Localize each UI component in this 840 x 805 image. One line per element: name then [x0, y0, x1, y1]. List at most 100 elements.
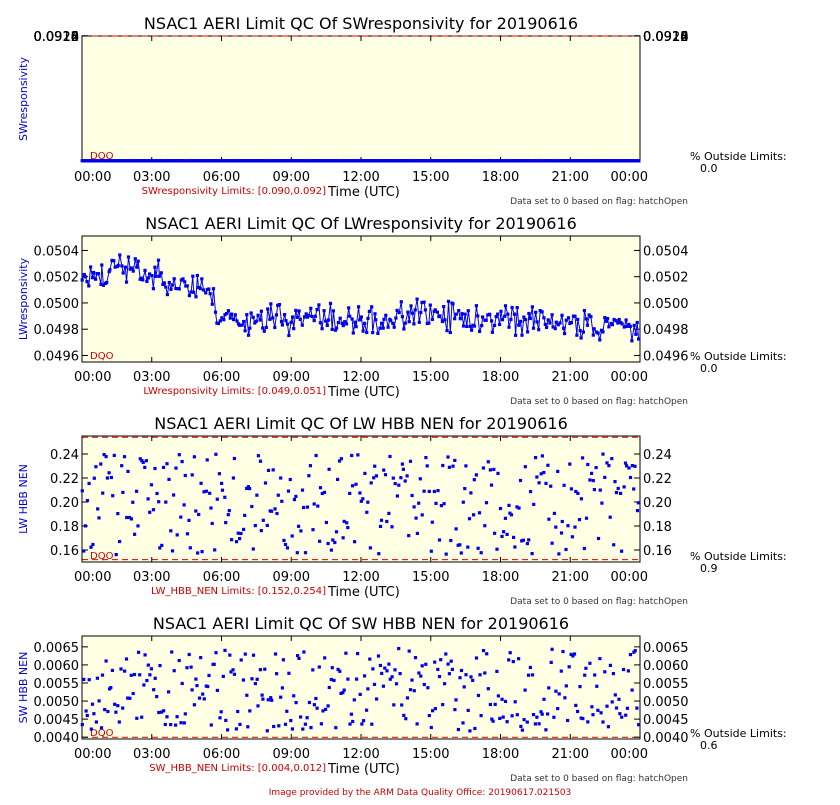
- data-point: [231, 668, 235, 672]
- x-tick-label: 12:00: [342, 747, 379, 762]
- data-point: [294, 494, 298, 498]
- data-point: [242, 319, 246, 324]
- data-point: [192, 290, 196, 294]
- x-tick-label: 15:00: [412, 170, 449, 185]
- data-point: [550, 313, 554, 317]
- data-point: [433, 660, 437, 664]
- data-point: [341, 324, 345, 328]
- data-point: [490, 717, 494, 721]
- data-point: [251, 315, 255, 319]
- x-tick-label: 00:00: [611, 170, 648, 185]
- data-point: [210, 521, 214, 526]
- data-point: [290, 727, 294, 731]
- y-tick-label-left: 0.0496: [34, 349, 80, 364]
- data-point: [314, 696, 318, 701]
- data-point: [476, 159, 480, 163]
- data-point: [244, 159, 249, 163]
- data-point: [569, 321, 573, 325]
- data-point: [292, 159, 296, 163]
- data-point: [624, 713, 628, 717]
- data-point: [395, 494, 399, 498]
- data-point: [121, 271, 125, 275]
- data-point: [446, 299, 451, 303]
- data-point: [259, 529, 263, 533]
- data-point: [540, 310, 544, 314]
- data-point: [324, 707, 328, 711]
- x-tick-label: 03:00: [133, 370, 170, 385]
- data-point: [84, 709, 88, 713]
- data-point: [576, 709, 580, 714]
- data-point: [524, 318, 528, 322]
- data-point: [486, 313, 490, 317]
- data-point: [280, 686, 284, 690]
- data-point: [477, 511, 482, 515]
- data-point: [120, 264, 124, 268]
- data-point: [204, 291, 208, 295]
- data-point: [334, 530, 339, 534]
- data-point: [137, 650, 141, 654]
- data-point: [201, 692, 205, 696]
- data-point: [339, 457, 343, 461]
- data-point: [158, 664, 162, 668]
- data-point: [407, 534, 411, 538]
- data-point: [503, 516, 507, 520]
- data-point: [630, 339, 634, 343]
- data-point: [301, 727, 305, 731]
- data-point: [573, 314, 577, 318]
- data-point: [248, 487, 252, 491]
- data-point: [89, 545, 93, 549]
- data-point: [586, 720, 590, 724]
- data-point: [507, 503, 511, 507]
- data-point: [216, 321, 220, 326]
- data-point: [253, 321, 257, 325]
- data-point: [437, 675, 442, 679]
- y-tick-label-left: 0.0920: [34, 30, 80, 45]
- data-point: [291, 315, 295, 319]
- data-point: [572, 652, 577, 656]
- data-point: [474, 304, 478, 308]
- data-point: [625, 159, 629, 163]
- data-point: [491, 719, 495, 723]
- data-point: [618, 712, 622, 716]
- data-point: [507, 325, 511, 329]
- y-tick-label-left: 0.0045: [34, 713, 80, 728]
- data-point: [253, 159, 257, 163]
- data-point: [600, 159, 604, 163]
- data-point: [257, 159, 261, 163]
- data-point: [603, 316, 607, 320]
- data-point: [318, 539, 322, 543]
- limits-label: SW_HBB_NEN Limits: [0.004,0.012]: [149, 763, 326, 774]
- data-point: [585, 323, 590, 327]
- data-point: [391, 159, 395, 163]
- data-point: [288, 477, 292, 482]
- data-point: [182, 721, 186, 725]
- data-point: [553, 327, 557, 331]
- data-point: [123, 265, 127, 269]
- x-tick-label: 12:00: [342, 570, 379, 585]
- x-tick-label: 03:00: [133, 170, 170, 185]
- data-point: [140, 276, 144, 280]
- data-point: [85, 159, 89, 163]
- data-point: [478, 329, 482, 333]
- data-point: [264, 325, 268, 329]
- data-point: [558, 321, 562, 325]
- y-tick-label-right: 0.0912: [643, 30, 689, 45]
- data-point: [82, 549, 86, 553]
- data-point: [284, 319, 288, 323]
- x-tick-label: 21:00: [552, 570, 589, 585]
- data-point: [588, 478, 592, 482]
- data-point: [470, 328, 474, 332]
- y-tick-label-left: 0.0912: [34, 30, 80, 45]
- data-point: [614, 319, 618, 323]
- data-point: [213, 548, 217, 552]
- data-point: [108, 268, 112, 272]
- data-point: [566, 316, 571, 320]
- y-axis-label: SW HBB NEN: [17, 652, 30, 724]
- data-point: [559, 531, 564, 535]
- y-tick-label-left: 0.22: [50, 472, 79, 487]
- data-point: [473, 726, 477, 731]
- data-point: [436, 667, 440, 671]
- data-point: [348, 491, 352, 495]
- data-point: [553, 159, 557, 163]
- data-point: [121, 706, 125, 710]
